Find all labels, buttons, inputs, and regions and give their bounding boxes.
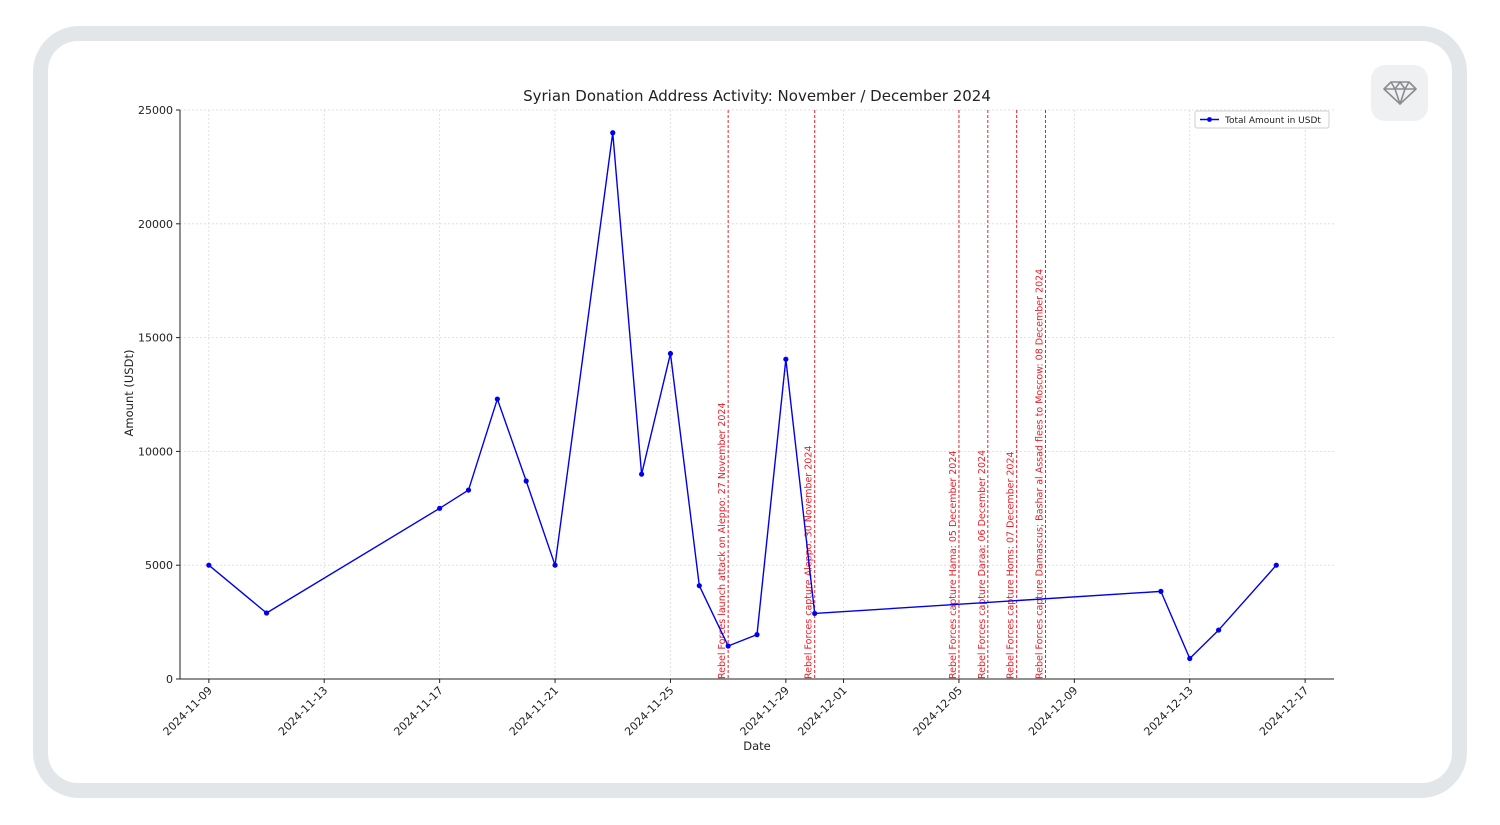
data-point bbox=[523, 478, 529, 484]
data-point bbox=[552, 562, 558, 568]
y-tick-label: 20000 bbox=[138, 218, 173, 231]
event-label: Rebel Forces capture Damascus; Bashar al… bbox=[1035, 269, 1046, 679]
data-point bbox=[725, 643, 731, 649]
data-point bbox=[639, 471, 645, 477]
x-tick-label: 2024-12-17 bbox=[1257, 684, 1311, 738]
data-point bbox=[610, 130, 616, 136]
data-point bbox=[1158, 588, 1164, 594]
x-tick-label: 2024-11-25 bbox=[622, 684, 676, 738]
x-tick-label: 2024-12-05 bbox=[911, 684, 965, 738]
chart-card bbox=[48, 41, 1452, 783]
data-point bbox=[1187, 655, 1193, 662]
legend-point-marker bbox=[1207, 117, 1212, 122]
event-label: Rebel Forces capture Daraa: 06 December … bbox=[977, 450, 988, 679]
x-tick-label: 2024-11-29 bbox=[738, 684, 792, 738]
event-annotations: Rebel Forces launch attack on Aleppo: 27… bbox=[717, 110, 1046, 679]
data-point bbox=[437, 505, 443, 511]
data-point bbox=[812, 610, 818, 617]
y-tick-label: 25000 bbox=[138, 104, 173, 117]
y-tick-label: 10000 bbox=[138, 445, 173, 458]
event-label: Rebel Forces capture Hama: 05 December 2… bbox=[948, 451, 959, 679]
x-tick-label: 2024-12-13 bbox=[1141, 684, 1195, 738]
x-tick-label: 2024-11-21 bbox=[507, 684, 561, 738]
x-tick-label: 2024-12-01 bbox=[795, 684, 849, 738]
x-axis-label: Date bbox=[743, 739, 771, 753]
legend: Total Amount in USDt bbox=[1194, 110, 1330, 129]
series-layer bbox=[206, 130, 1279, 662]
data-point bbox=[465, 487, 472, 493]
event-label: Rebel Forces capture Homs: 07 December 2… bbox=[1006, 451, 1017, 679]
data-point bbox=[494, 396, 500, 402]
data-point bbox=[1216, 627, 1222, 633]
y-tick-label: 0 bbox=[166, 673, 173, 686]
data-point bbox=[754, 632, 760, 638]
legend-box bbox=[1194, 110, 1330, 129]
data-point bbox=[206, 562, 212, 568]
x-tick-label: 2024-11-13 bbox=[276, 684, 330, 738]
data-point bbox=[667, 350, 674, 357]
chart-title: Syrian Donation Address Activity: Novemb… bbox=[523, 87, 991, 105]
legend-entry: Total Amount in USDt bbox=[1224, 116, 1321, 126]
y-axis-label: Amount (USDt) bbox=[122, 350, 136, 437]
x-tick-label: 2024-11-09 bbox=[161, 684, 215, 738]
data-point bbox=[696, 583, 702, 589]
x-tick-label: 2024-12-09 bbox=[1026, 684, 1080, 738]
series-line bbox=[208, 132, 1277, 660]
data-point bbox=[263, 610, 270, 616]
x-tick-label: 2024-11-17 bbox=[391, 684, 445, 738]
grid bbox=[180, 109, 1334, 680]
y-tick-label: 5000 bbox=[145, 559, 173, 572]
data-point bbox=[783, 356, 789, 362]
badge-button[interactable] bbox=[1371, 65, 1428, 121]
data-point bbox=[1273, 562, 1279, 568]
y-tick-label: 15000 bbox=[138, 332, 173, 345]
event-label: Rebel Forces launch attack on Aleppo: 27… bbox=[717, 403, 728, 679]
diamond-icon bbox=[1382, 81, 1417, 105]
